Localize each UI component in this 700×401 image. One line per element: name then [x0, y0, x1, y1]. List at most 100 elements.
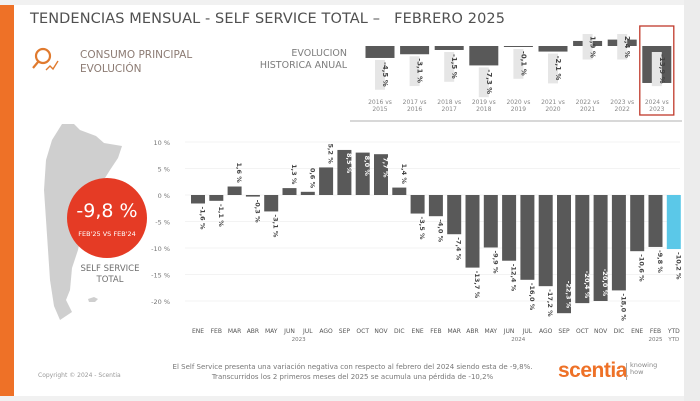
annual-category-label: 2022 vs [576, 99, 600, 106]
y-tick-label: -5 % [155, 219, 170, 227]
bar [483, 195, 498, 248]
data-label: -20,0 % [601, 269, 609, 297]
data-label: -10,6 % [638, 254, 646, 282]
scentia-logo: scentia [558, 359, 627, 382]
annual-label-background [548, 53, 558, 84]
data-label: 7,7 % [382, 157, 390, 178]
kpi-comparison: FEB'25 VS FEB'24 [78, 230, 136, 238]
x-tick-label: ABR [466, 328, 478, 335]
data-label: -16,0 % [528, 283, 536, 311]
x-tick-label: OCT [356, 328, 369, 335]
annual-label-line1: EVOLUCION [291, 48, 347, 59]
annual-label-background [444, 51, 455, 82]
tagline-line2: how [630, 368, 644, 376]
x-tick-label: JUL [522, 328, 533, 335]
bar [447, 195, 462, 235]
data-label: -1,6 % [199, 206, 207, 229]
bar [666, 195, 681, 250]
x-tick-label: MAY [485, 328, 498, 335]
annual-category-label: 2019 vs [472, 99, 496, 106]
bar [538, 195, 553, 287]
bar [337, 149, 352, 195]
data-label: -22,3 % [565, 281, 573, 309]
x-tick-label: JUL [302, 328, 313, 335]
data-label: -1,1 % [217, 204, 225, 227]
data-label: 8,5 % [345, 153, 353, 174]
data-label: -9,8 % [656, 250, 664, 273]
data-label: -3,1 % [272, 214, 280, 237]
kpi-circle: -9,8 % FEB'25 VS FEB'24 [67, 178, 147, 258]
x-tick-label: FEB [430, 328, 441, 335]
annual-category-label: 2018 [476, 106, 491, 113]
note-line1: El Self Service presenta una variación n… [172, 363, 533, 371]
annual-category-label: 2021 [580, 106, 595, 113]
bar [209, 195, 224, 201]
data-label: -20,4 % [583, 271, 591, 299]
bar [245, 195, 260, 197]
annual-label-background [478, 67, 489, 98]
annual-label-background [375, 59, 385, 90]
x-tick-label: DIC [394, 328, 405, 335]
annual-data-label: -13,9 % [658, 54, 666, 84]
x-tick-label: FEB [650, 328, 661, 335]
data-label: -12,4 % [510, 264, 518, 292]
annual-category-label: 2019 [511, 106, 526, 113]
bar [465, 195, 480, 268]
annual-label-background [513, 49, 524, 79]
data-label: 1,4 % [400, 164, 408, 185]
annual-label-line2: HISTORICA ANUAL [259, 60, 347, 71]
kpi-value: -9,8 % [76, 200, 138, 222]
annual-category-label: 2020 [545, 106, 560, 113]
x-tick-label: NOV [594, 328, 608, 335]
x-tick-label: NOV [374, 328, 388, 335]
data-label: 1,3 % [290, 164, 298, 185]
annual-data-label: -7,3 % [485, 69, 493, 94]
logo-divider [626, 363, 627, 380]
subtitle-line1: CONSUMO PRINCIPAL [80, 49, 193, 61]
data-label: 5,2 % [327, 143, 335, 164]
annual-category-label: 2015 [372, 106, 387, 113]
data-label: -4,0 % [436, 219, 444, 242]
accent-bar [0, 5, 14, 396]
x-tick-label: FEB [211, 328, 222, 335]
x-tick-label: ENE [631, 328, 643, 335]
footer-note: El Self Service presenta una variación n… [160, 362, 545, 382]
annual-category-label: 2021 vs [541, 99, 565, 106]
kpi-label-line1: SELF SERVICE [80, 264, 140, 274]
annual-bar [400, 46, 430, 55]
bar [557, 195, 571, 314]
x-tick-label: YTD [667, 328, 680, 335]
bar [520, 195, 535, 280]
data-label: -18,0 % [619, 293, 627, 321]
annual-category-label: 2022 [615, 106, 630, 113]
annual-chart-label: EVOLUCION HISTORICA ANUAL [260, 48, 347, 72]
annual-label-background [617, 34, 628, 60]
falkland-islands [88, 297, 98, 302]
annual-bar [469, 46, 499, 66]
tagline-line1: knowing [630, 361, 658, 369]
annual-data-label: -4,5 % [381, 62, 389, 87]
annual-label-background [409, 56, 420, 87]
bar [502, 195, 517, 261]
annual-bar [538, 46, 568, 52]
year-group-label: YTD [667, 337, 679, 343]
annual-data-label: -1,5 % [450, 54, 458, 79]
x-tick-label: MAY [265, 328, 278, 335]
annual-bar [503, 46, 533, 47]
data-label: 8,0 % [363, 156, 371, 177]
x-tick-label: ENE [192, 328, 204, 335]
scrollbar-track[interactable] [684, 0, 700, 401]
subtitle-line2: EVOLUCIÓN [80, 63, 142, 75]
y-tick-label: -20 % [151, 298, 170, 306]
x-tick-label: MAR [228, 328, 241, 335]
annual-bar [365, 46, 395, 58]
x-tick-label: JUN [283, 328, 295, 335]
y-tick-label: -10 % [151, 245, 170, 253]
annual-category-label: 2024 vs [645, 99, 669, 106]
copyright: Copyright © 2024 - Scentia [38, 372, 121, 379]
bar [300, 191, 315, 195]
annual-category-label: 2023 vs [610, 99, 634, 106]
annual-category-label: 2020 vs [506, 99, 530, 106]
annual-category-label: 2017 vs [403, 99, 427, 106]
